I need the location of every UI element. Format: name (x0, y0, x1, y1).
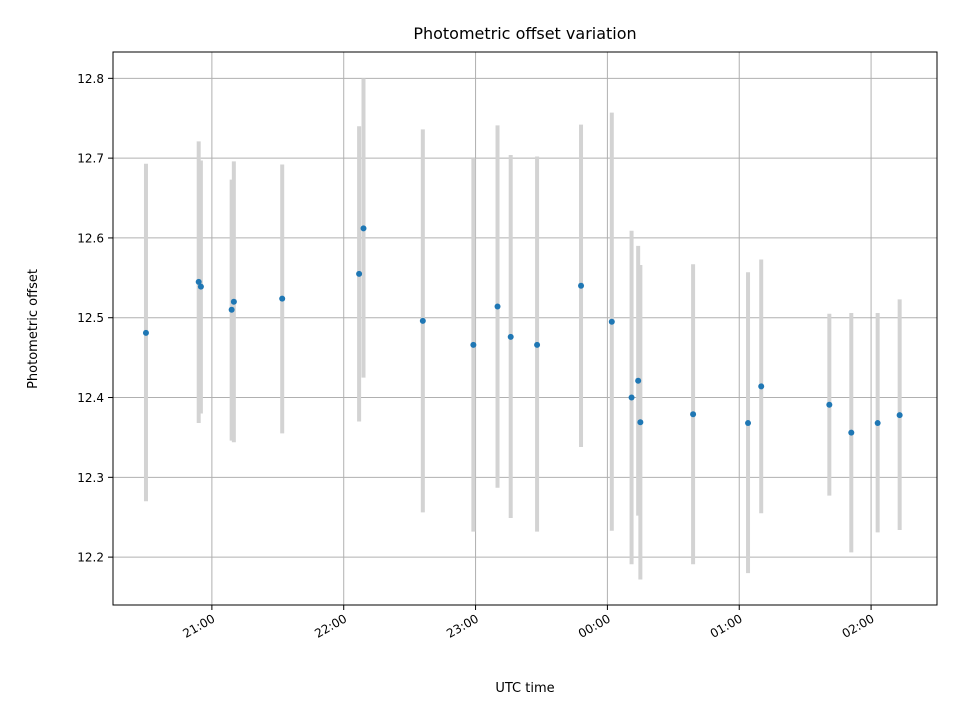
data-point (360, 225, 367, 232)
data-point (279, 295, 286, 302)
x-tick-label: 22:00 (312, 611, 349, 640)
axes-spines (112, 51, 938, 606)
y-axis-ticks: 12.2 12.3 12.4 12.5 12.6 12.7 12.8 (77, 72, 113, 565)
data-point (470, 341, 477, 348)
data-point (578, 282, 585, 289)
data-point (507, 333, 514, 340)
data-point (628, 394, 635, 401)
plot-background (113, 52, 937, 605)
y-axis-label: Photometric offset (26, 269, 41, 389)
data-points (142, 225, 903, 436)
x-tick-label: 02:00 (840, 611, 877, 640)
data-point (690, 411, 697, 418)
x-tick-label: 01:00 (708, 611, 745, 640)
data-point (419, 317, 426, 324)
plot-area (113, 52, 937, 605)
y-tick-label: 12.4 (77, 391, 104, 405)
x-tick-label: 23:00 (444, 611, 481, 640)
y-tick-label: 12.2 (77, 551, 104, 565)
axes-frame (112, 51, 938, 606)
y-tick-label: 12.5 (77, 311, 104, 325)
data-point (197, 283, 204, 290)
data-point (745, 420, 752, 427)
data-point (874, 420, 881, 427)
data-point (228, 306, 235, 313)
y-tick-label: 12.3 (77, 471, 104, 485)
chart-title: Photometric offset variation (413, 24, 636, 43)
data-point (608, 318, 615, 325)
data-point (637, 419, 644, 426)
x-tick-label: 00:00 (576, 611, 613, 640)
data-point (635, 377, 642, 384)
data-point (356, 270, 363, 277)
data-point (848, 429, 855, 436)
grid-lines (113, 52, 937, 605)
y-tick-label: 12.6 (77, 231, 104, 245)
data-point (494, 303, 501, 310)
data-point (534, 341, 541, 348)
data-point (230, 298, 237, 305)
y-tick-label: 12.8 (77, 72, 104, 86)
y-tick-label: 12.7 (77, 152, 104, 166)
x-axis-label: UTC time (495, 681, 554, 696)
data-point (195, 278, 202, 285)
data-point (826, 401, 833, 408)
data-point (758, 383, 765, 390)
x-tick-label: 21:00 (180, 611, 217, 640)
data-point (142, 329, 149, 336)
x-axis-ticks: 21:00 22:00 23:00 00:00 01:00 02:00 (180, 605, 877, 641)
data-point (896, 412, 903, 419)
